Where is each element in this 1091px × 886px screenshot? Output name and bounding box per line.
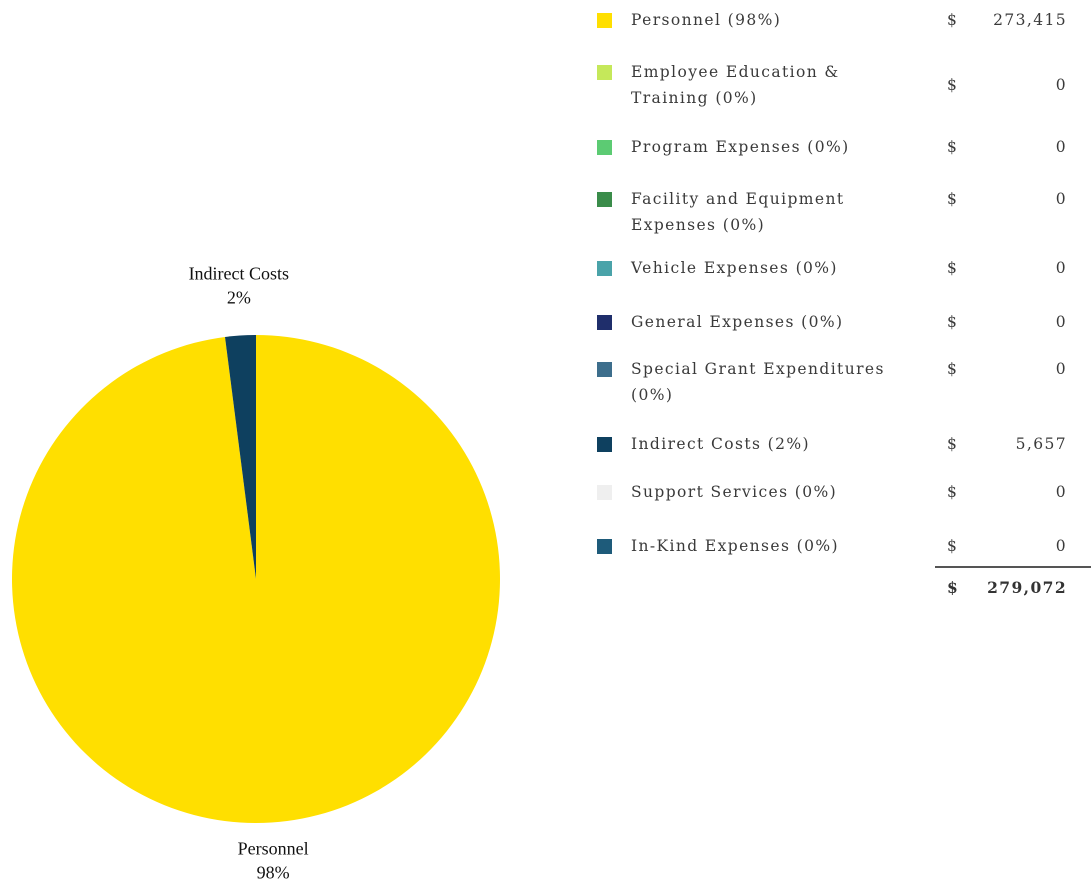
legend-row: Special Grant Expenditures (0%) $0: [597, 356, 1067, 406]
amount: 0: [1055, 313, 1067, 331]
amount: 0: [1055, 537, 1067, 555]
legend-label: Facility and Equipment Expenses (0%): [631, 190, 845, 234]
currency: $: [947, 435, 959, 453]
amount: 273,415: [993, 11, 1067, 29]
currency: $: [947, 190, 959, 208]
amount: 0: [1055, 483, 1067, 501]
currency: $: [947, 259, 959, 277]
slice-label: Indirect Costs: [189, 264, 290, 284]
legend-swatch: [597, 315, 612, 330]
slice-percent: 2%: [227, 288, 251, 308]
pie-slice: [225, 335, 256, 579]
slice-percent: 98%: [257, 862, 290, 882]
currency: $: [947, 537, 959, 555]
pie-slice: [11, 335, 500, 823]
legend-row: Program Expenses (0%) $0: [597, 134, 1067, 184]
amount: 5,657: [1015, 435, 1067, 453]
legend-label: Vehicle Expenses (0%): [631, 259, 838, 277]
total-row: $ 279,072: [935, 566, 1091, 597]
legend-label: Special Grant Expenditures (0%): [631, 360, 885, 404]
legend-swatch: [597, 192, 612, 207]
legend-swatch: [597, 140, 612, 155]
total-amount: 279,072: [987, 578, 1067, 597]
legend-swatch: [597, 362, 612, 377]
legend-row: In-Kind Expenses (0%) $0: [597, 533, 1067, 583]
amount: 0: [1055, 259, 1067, 277]
currency: $: [947, 11, 959, 29]
slice-label: Personnel: [238, 838, 309, 858]
legend-label: Employee Education & Training (0%): [631, 63, 840, 107]
legend-row: Indirect Costs (2%) $5,657: [597, 431, 1067, 481]
amount: 0: [1055, 190, 1067, 208]
currency: $: [947, 138, 959, 156]
currency: $: [947, 76, 959, 94]
legend-swatch: [597, 539, 612, 554]
legend-row: Facility and Equipment Expenses (0%) $0: [597, 186, 1067, 236]
legend-label: General Expenses (0%): [631, 313, 844, 331]
legend-swatch: [597, 437, 612, 452]
legend-label: Personnel (98%): [631, 11, 782, 29]
amount: 0: [1055, 138, 1067, 156]
amount: 0: [1055, 76, 1067, 94]
legend-row: Support Services (0%) $0: [597, 479, 1067, 529]
currency: $: [947, 578, 960, 597]
legend-swatch: [597, 65, 612, 80]
legend-swatch: [597, 485, 612, 500]
legend-label: Support Services (0%): [631, 483, 838, 501]
currency: $: [947, 360, 959, 378]
legend-row: General Expenses (0%) $0: [597, 309, 1067, 359]
pie-chart: Personnel 98% Indirect Costs 2%: [11, 264, 500, 882]
currency: $: [947, 313, 959, 331]
legend-row: Personnel (98%) $273,415: [597, 7, 1067, 57]
amount: 0: [1055, 360, 1067, 378]
legend-row: Employee Education & Training (0%) $0: [597, 59, 1067, 109]
legend-row: Vehicle Expenses (0%) $0: [597, 255, 1067, 305]
currency: $: [947, 483, 959, 501]
legend-swatch: [597, 13, 612, 28]
legend-swatch: [597, 261, 612, 276]
legend-label: Program Expenses (0%): [631, 138, 850, 156]
legend-label: Indirect Costs (2%): [631, 435, 810, 453]
legend-label: In-Kind Expenses (0%): [631, 537, 839, 555]
